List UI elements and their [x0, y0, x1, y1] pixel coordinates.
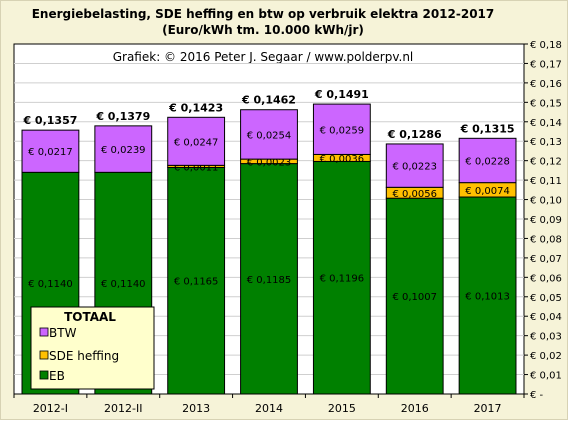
bar-segment-btw	[385, 143, 444, 188]
bar-segment-eb	[167, 166, 226, 395]
bar-segment-btw	[167, 116, 226, 166]
bar-total-label: € 0,1423	[168, 101, 223, 114]
data-label-btw: € 0,0239	[101, 145, 146, 156]
y-tick-label: € 0,15	[530, 98, 562, 109]
bar-total-label: € 0,1286	[387, 128, 442, 141]
legend-swatch-eb	[39, 370, 49, 380]
legend-swatch-sde	[39, 350, 49, 360]
x-tick-label: 2014	[255, 402, 283, 415]
bar-total-label: € 0,1357	[22, 114, 77, 127]
bar-segment-eb	[312, 160, 371, 395]
y-tick-label: € 0,06	[530, 273, 562, 284]
y-tick-label: € 0,10	[530, 196, 562, 207]
y-tick-label: € 0,11	[530, 176, 562, 187]
x-tick-label: 2015	[328, 402, 356, 415]
data-label-btw: € 0,0217	[28, 147, 73, 158]
data-label-eb: € 0,1140	[28, 279, 73, 290]
data-label-sde: € 0,0056	[392, 189, 437, 200]
data-label-sde: € 0,0011	[174, 162, 219, 173]
y-tick-label: € -	[530, 390, 544, 401]
legend: TOTAAL BTW SDE heffing EB	[30, 306, 155, 390]
bar-segment-btw	[240, 109, 298, 160]
y-tick-label: € 0,07	[530, 254, 562, 265]
bar-segment-eb	[385, 197, 444, 395]
data-label-sde: € 0,0023	[247, 157, 292, 168]
y-tick-label: € 0,17	[530, 59, 562, 70]
bar-segment-btw	[458, 137, 517, 184]
y-tick-label: € 0,14	[530, 118, 562, 129]
y-tick-label: € 0,05	[530, 293, 562, 304]
legend-swatch-btw	[39, 327, 49, 337]
data-label-eb: € 0,1185	[247, 275, 292, 286]
data-label-btw: € 0,0259	[320, 125, 365, 136]
x-tick-label: 2012-I	[33, 402, 68, 415]
bar-segment-eb	[458, 196, 517, 395]
bar-segment-btw	[21, 129, 80, 173]
y-axis: € - € 0,01 € 0,02 € 0,03 € 0,04 € 0,05 € 0,06 €…	[524, 40, 562, 401]
data-label-btw: € 0,0247	[174, 137, 219, 148]
bar-segment-btw	[312, 103, 371, 155]
data-label-sde: € 0,0074	[465, 186, 510, 197]
y-tick-label: € 0,04	[530, 312, 562, 323]
legend-label-sde: SDE heffing	[49, 349, 119, 363]
data-label-eb: € 0,1196	[320, 274, 365, 285]
x-tick-label: 2016	[401, 402, 429, 415]
y-tick-label: € 0,08	[530, 234, 562, 245]
bars: € 0,1140 € 0,0217 € 0,1357 € 0,1140 € 0,0239…	[21, 88, 517, 395]
chart-title-line-2: (Euro/kWh tm. 10.000 kWh/jr)	[162, 23, 364, 37]
chart-credit: Grafiek: © 2016 Peter J. Segaar / www.po…	[113, 50, 414, 64]
legend-title: TOTAAL	[64, 310, 116, 324]
y-tick-label: € 0,18	[530, 40, 562, 51]
data-label-eb: € 0,1140	[101, 279, 146, 290]
data-label-eb: € 0,1165	[174, 277, 219, 288]
bar-total-label: € 0,1462	[241, 94, 296, 107]
chart-title-line-1: Energiebelasting, SDE heffing en btw op …	[32, 7, 495, 21]
bar-total-label: € 0,1315	[460, 122, 515, 135]
data-label-sde: € 0,0036	[320, 154, 365, 165]
data-label-btw: € 0,0223	[392, 162, 437, 173]
y-tick-label: € 0,16	[530, 79, 562, 90]
data-label-eb: € 0,1007	[392, 292, 437, 303]
data-label-btw: € 0,0228	[465, 156, 510, 167]
y-tick-label: € 0,09	[530, 215, 562, 226]
legend-label-eb: EB	[49, 369, 65, 383]
x-axis: 2012-I 2012-II 2013 2014 2015 2016 2017	[13, 394, 525, 415]
data-label-btw: € 0,0254	[247, 130, 292, 141]
bar-total-label: € 0,1379	[95, 110, 150, 123]
y-tick-label: € 0,12	[530, 157, 562, 168]
y-tick-label: € 0,13	[530, 137, 562, 148]
legend-box	[30, 306, 155, 390]
x-tick-label: 2017	[474, 402, 502, 415]
legend-label-btw: BTW	[49, 326, 77, 340]
x-tick-label: 2013	[182, 402, 210, 415]
bar-segment-btw	[94, 125, 153, 173]
y-tick-label: € 0,02	[530, 351, 562, 362]
x-tick-label: 2012-II	[104, 402, 142, 415]
y-tick-label: € 0,01	[530, 371, 562, 382]
bar-total-label: € 0,1491	[314, 88, 369, 101]
y-tick-label: € 0,03	[530, 332, 562, 343]
data-label-eb: € 0,1013	[465, 292, 510, 303]
